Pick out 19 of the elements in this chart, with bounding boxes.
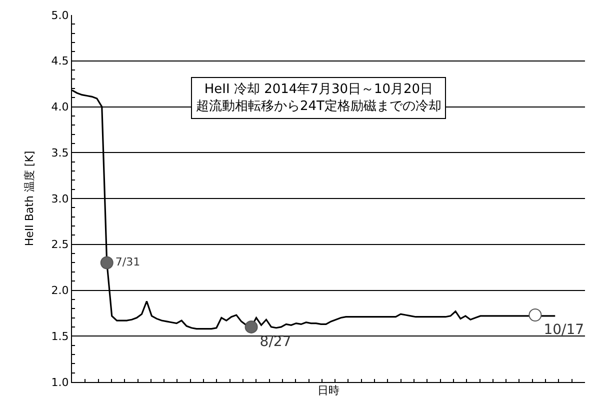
x-axis-title: 日時: [318, 384, 340, 398]
y-tick-label: 3.5: [51, 146, 69, 160]
y-axis-title: HeII Bath 温度 [K]: [22, 150, 36, 246]
annotation: 超流動相転移から24T定格励磁までの冷却: [196, 98, 442, 114]
y-tick-label: 4.0: [51, 100, 69, 114]
y-tick-label: 1.5: [51, 330, 69, 343]
y-tick-label: 4.5: [51, 54, 69, 68]
y-tick-label: 5.0: [51, 8, 69, 22]
y-tick-label: 1.0: [51, 376, 69, 389]
data-label: 7/31: [115, 255, 140, 268]
data-label: 10/17: [544, 322, 584, 338]
point: [244, 320, 258, 334]
y-tick-label: 3.0: [51, 192, 69, 206]
y-tick-label: 2.5: [51, 238, 69, 252]
y-tick-label: 2.0: [51, 284, 69, 298]
annotation: HeII 冷却 2014年7月30日～10月20日: [204, 82, 434, 97]
point: [100, 256, 114, 270]
data-label: 8/27: [260, 334, 292, 350]
point: [528, 308, 542, 322]
